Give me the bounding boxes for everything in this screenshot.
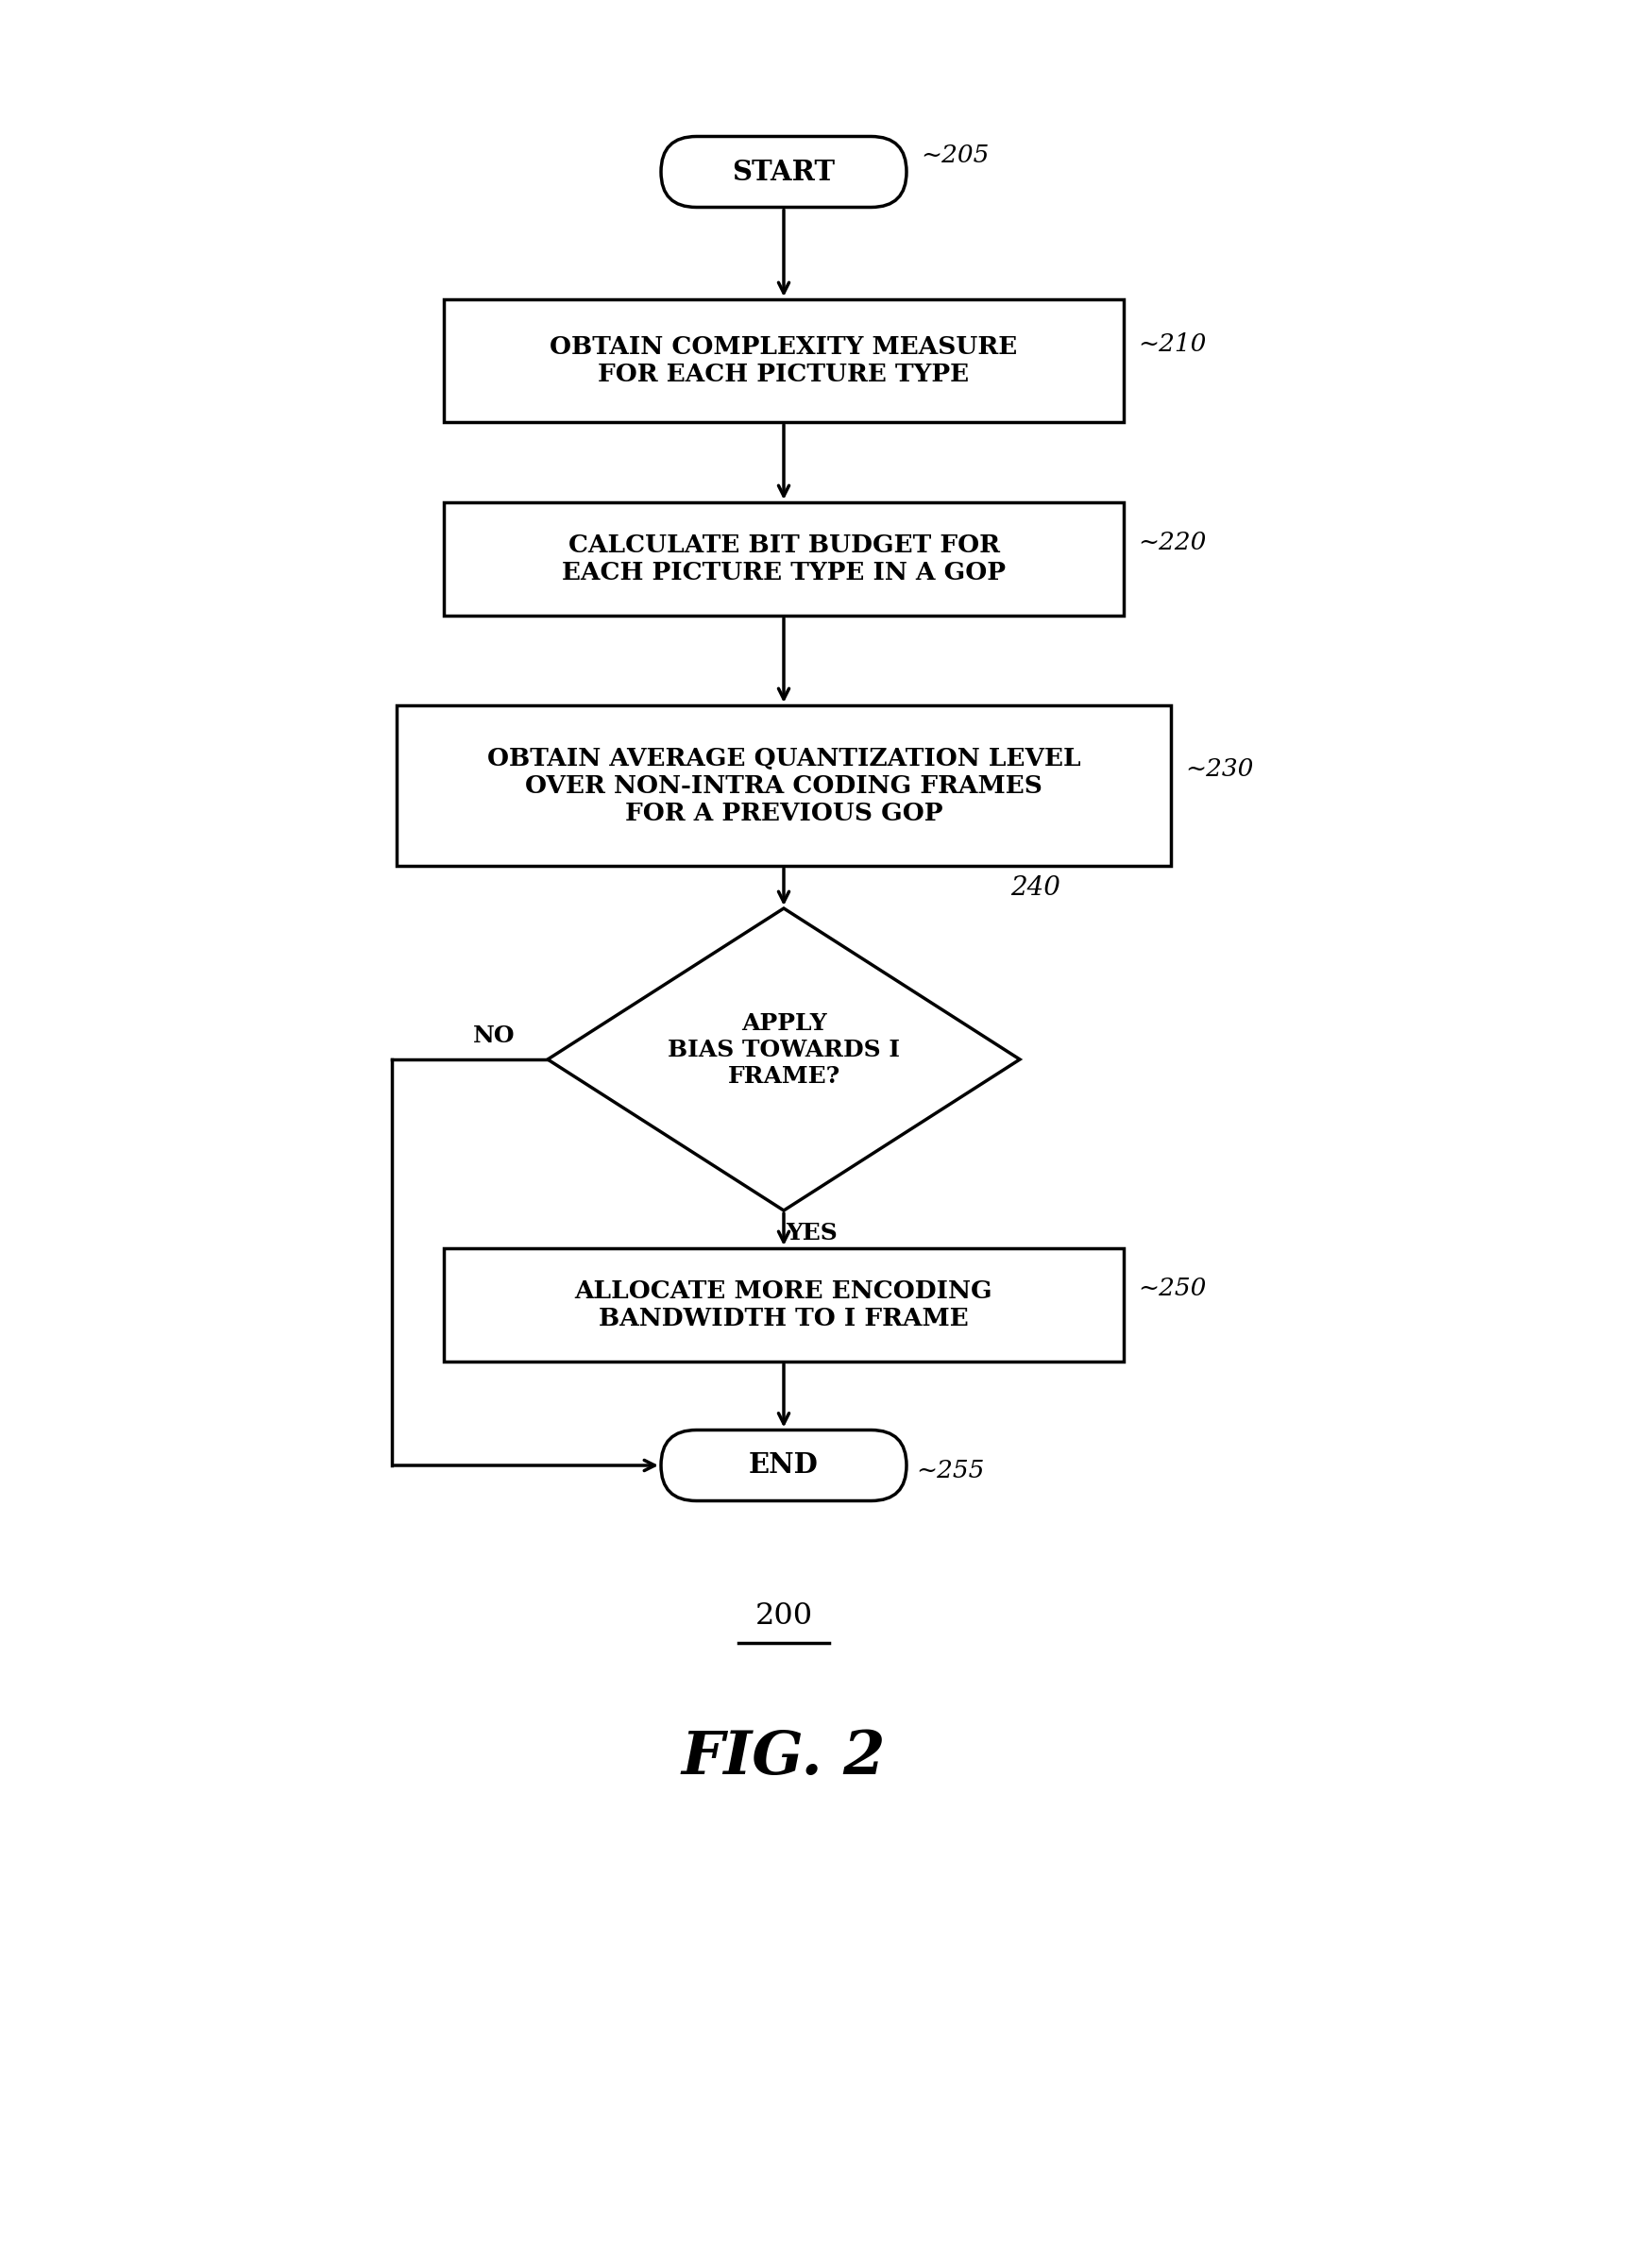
Polygon shape [548,907,1020,1211]
Text: YES: YES [786,1222,838,1245]
FancyBboxPatch shape [661,136,906,206]
Bar [444,1247,1124,1361]
Bar [397,705,1171,866]
Text: ALLOCATE MORE ENCODING
BANDWIDTH TO I FRAME: ALLOCATE MORE ENCODING BANDWIDTH TO I FR… [574,1279,992,1331]
Text: APPLY
BIAS TOWARDS I
FRAME?: APPLY BIAS TOWARDS I FRAME? [667,1012,900,1089]
Text: ~255: ~255 [916,1458,984,1481]
Text: 200: 200 [755,1601,812,1631]
Text: NO: NO [472,1025,514,1048]
Bar [444,299,1124,422]
Text: CALCULATE BIT BUDGET FOR
EACH PICTURE TYPE IN A GOP: CALCULATE BIT BUDGET FOR EACH PICTURE TY… [561,533,1005,585]
Text: OBTAIN AVERAGE QUANTIZATION LEVEL
OVER NON-INTRA CODING FRAMES
FOR A PREVIOUS GO: OBTAIN AVERAGE QUANTIZATION LEVEL OVER N… [486,746,1080,826]
Text: END: END [748,1452,818,1479]
Text: ~250: ~250 [1137,1277,1206,1300]
Text: START: START [732,159,835,186]
FancyBboxPatch shape [661,1431,906,1501]
Bar [444,501,1124,615]
Text: ~230: ~230 [1184,758,1253,780]
Text: FIG. 2: FIG. 2 [682,1728,887,1787]
Text: OBTAIN COMPLEXITY MEASURE
FOR EACH PICTURE TYPE: OBTAIN COMPLEXITY MEASURE FOR EACH PICTU… [550,336,1017,386]
Text: ~220: ~220 [1137,531,1206,553]
Text: ~205: ~205 [921,143,989,166]
Text: 240: 240 [1010,875,1061,900]
Text: ~210: ~210 [1137,331,1206,356]
